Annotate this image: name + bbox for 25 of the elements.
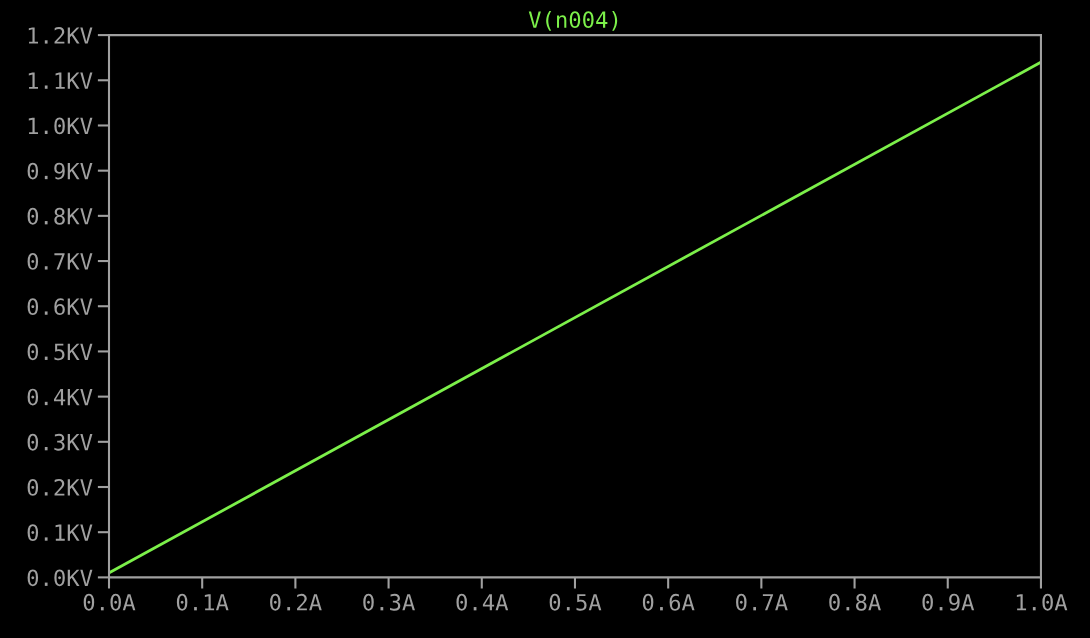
text: V(n004): [528, 10, 618, 31]
y-tick-label: 0.2KV: [27, 479, 93, 496]
y-tick-label: 1.2KV: [28, 27, 93, 44]
x-tick-label: 0.9A: [922, 593, 975, 611]
y-tick-label: 0.8KV: [27, 207, 93, 225]
y-tick-label: 0.6KV: [27, 298, 93, 316]
x-tick-label: 0.2A: [270, 593, 322, 611]
y-tick-label: 1.1KV: [28, 72, 93, 89]
y-tick-label: 0.1KV: [27, 524, 93, 542]
x-tick-label: 0.4A: [456, 593, 509, 611]
x-tick-label: 0.7A: [736, 593, 788, 611]
y-tick-label: 0.3KV: [27, 433, 93, 451]
x-tick-label: 0.8A: [829, 593, 881, 611]
x-tick-label: 0.3A: [363, 593, 415, 611]
y-tick-label: 1.0KV: [28, 117, 93, 135]
y-tick-label: 0.7KV: [27, 253, 93, 270]
x-tick-label: 0.1A: [176, 593, 229, 611]
y-tick-label: 0.5KV: [27, 343, 93, 361]
y-tick-label: 0.9KV: [27, 162, 93, 180]
x-tick-label: 0.0A: [83, 593, 136, 611]
y-tick-label: 0.0KV: [27, 569, 93, 587]
y-tick-label: 0.4KV: [27, 388, 93, 406]
x-tick-label: 1.0A: [1016, 593, 1068, 611]
x-tick-label: 0.5A: [549, 593, 602, 611]
x-tick-label: 0.6A: [642, 593, 695, 611]
